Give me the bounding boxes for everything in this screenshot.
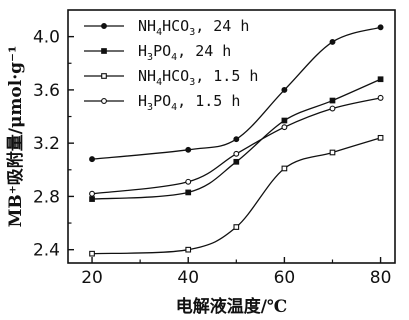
legend-entry: NH4HCO3, 24 h	[138, 17, 249, 38]
y-tick-label: 3.6	[33, 81, 60, 101]
legend-text-part: NH	[138, 67, 156, 85]
data-point	[281, 86, 288, 93]
series-line	[91, 97, 381, 195]
legend-text-part: H	[138, 92, 147, 110]
series-2	[89, 76, 384, 202]
data-point	[329, 97, 336, 104]
legend-text-part: 3	[189, 27, 195, 38]
data-point	[89, 196, 95, 202]
legend-text-part: , 24 h	[177, 42, 231, 60]
data-point	[377, 76, 384, 83]
data-point	[281, 124, 288, 131]
y-tick-label: 2.4	[33, 241, 60, 261]
legend-text-part: 4	[156, 27, 162, 38]
data-point	[329, 39, 336, 45]
legend-text-part: 3	[147, 52, 153, 63]
x-tick-label: 60	[274, 268, 296, 288]
series-3	[89, 134, 384, 257]
series-4	[89, 94, 384, 197]
legend-text-part: 3	[189, 77, 195, 88]
legend-text-part: 4	[171, 52, 177, 63]
data-point	[329, 149, 336, 156]
data-point	[233, 224, 240, 230]
legend-entry: H3PO4, 24 h	[138, 42, 231, 63]
legend-text-part: PO	[153, 92, 171, 110]
x-axis-title: 电解液温度/℃	[176, 296, 288, 317]
y-tick-label: 2.8	[33, 187, 60, 207]
legend-text-part: 3	[147, 102, 153, 113]
legend-text-part: NH	[138, 17, 156, 35]
data-point	[281, 117, 288, 124]
y-tick-label: 3.2	[33, 134, 60, 154]
y-axis-title: MB⁺吸附量/μmol·g⁻¹	[5, 46, 26, 228]
legend-marker	[101, 98, 107, 104]
legend-entry: H3PO4, 1.5 h	[138, 92, 240, 113]
legend-text-part: , 1.5 h	[195, 67, 258, 85]
legend-marker	[101, 73, 107, 79]
x-tick-label: 40	[177, 268, 199, 288]
data-point	[185, 178, 192, 185]
data-point	[185, 246, 192, 253]
data-point	[281, 165, 288, 172]
data-point	[377, 134, 384, 141]
data-point	[89, 156, 95, 163]
legend-text-part: , 1.5 h	[177, 92, 240, 110]
data-point	[185, 189, 192, 196]
x-tick-label: 20	[81, 268, 103, 288]
legend-text-part: 4	[171, 102, 177, 113]
legend-entry: NH4HCO3, 1.5 h	[138, 67, 258, 88]
data-point	[233, 136, 240, 143]
x-tick-label: 80	[370, 268, 392, 288]
data-point	[377, 24, 384, 31]
data-point	[233, 158, 240, 165]
legend-text-part: , 24 h	[195, 17, 249, 35]
series-layer	[89, 24, 384, 257]
legend-text-part: PO	[153, 42, 171, 60]
y-tick-label: 4.0	[33, 28, 60, 48]
data-point	[377, 94, 384, 101]
series-1	[89, 24, 384, 163]
legend-text-part: H	[138, 42, 147, 60]
plot-frame	[67, 9, 396, 264]
legend-marker	[101, 23, 107, 29]
legend-marker	[101, 48, 107, 54]
data-point	[329, 105, 336, 112]
axis-ticks: 20 40 60 80 2.4 2.8 3.2 3.6 4.0	[33, 28, 391, 288]
data-point	[89, 190, 95, 197]
data-point	[233, 150, 240, 157]
data-point	[89, 250, 95, 257]
data-point	[185, 146, 192, 153]
legend-text-part: HCO	[162, 17, 189, 35]
legend-text-part: 4	[156, 77, 162, 88]
legend-text-part: HCO	[162, 67, 189, 85]
